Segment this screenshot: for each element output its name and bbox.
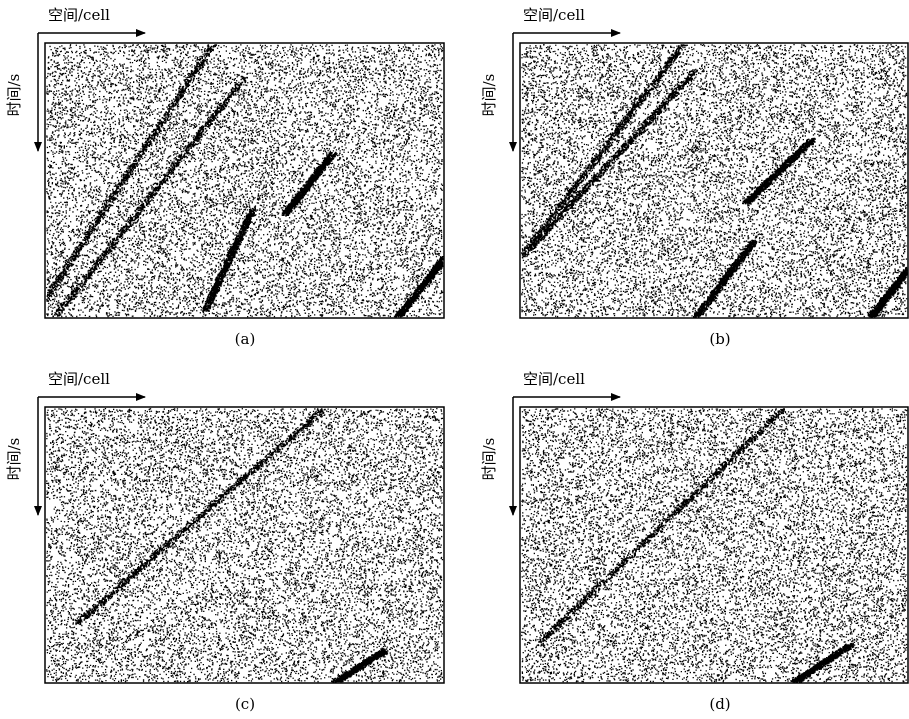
- panel-caption: (a): [235, 330, 256, 348]
- x-axis-label: 空间/cell: [523, 370, 585, 388]
- dot-texture: [521, 408, 908, 683]
- y-axis-label: 时间/s: [480, 438, 498, 481]
- panel-caption: (c): [235, 695, 255, 713]
- y-axis-label: 时间/s: [5, 74, 23, 117]
- y-axis-label: 时间/s: [480, 74, 498, 117]
- dot-texture: [46, 408, 444, 683]
- dot-texture: [521, 44, 908, 318]
- x-axis-label: 空间/cell: [48, 370, 110, 388]
- dot-texture: [46, 44, 444, 318]
- panel-caption: (b): [709, 330, 730, 348]
- x-axis-label: 空间/cell: [523, 6, 585, 24]
- panel-caption: (d): [709, 695, 730, 713]
- x-axis-label: 空间/cell: [48, 6, 110, 24]
- y-axis-label: 时间/s: [5, 438, 23, 481]
